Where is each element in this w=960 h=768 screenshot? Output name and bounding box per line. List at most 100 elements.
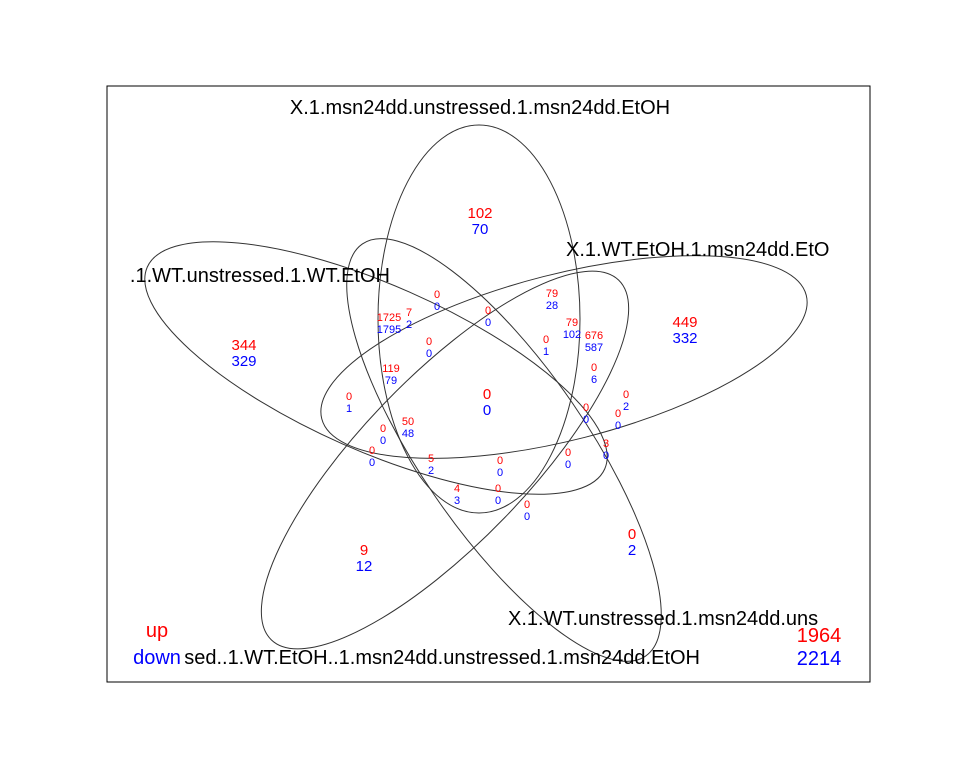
region-count: 00 — [524, 499, 530, 523]
region-count-down: 0 — [485, 317, 491, 329]
region-count: 00 — [434, 289, 440, 313]
region-count: 00 — [615, 408, 621, 432]
region-count: 30 — [603, 438, 609, 462]
region-count-down: 0 — [426, 348, 432, 360]
ellipse-bottom-left — [260, 270, 630, 650]
region-count: 72 — [406, 307, 412, 331]
region-count-down: 0 — [369, 457, 375, 469]
region-count: 00 — [565, 447, 571, 471]
region-count-down: 0 — [434, 301, 440, 313]
region-count-down: 0 — [495, 495, 501, 507]
region-count-down: 0 — [615, 420, 621, 432]
region-count: 06 — [591, 362, 597, 386]
region-count-down: 2 — [628, 542, 636, 559]
set-label-right: X.1.WT.EtOH.1.msn24dd.EtO — [566, 239, 829, 261]
region-count-down: 48 — [402, 428, 414, 440]
region-count-up: 0 — [543, 334, 549, 346]
region-count: 00 — [426, 336, 432, 360]
region-count-down: 6 — [591, 374, 597, 386]
region-count-down: 0 — [565, 459, 571, 471]
region-count-up: 0 — [623, 389, 629, 401]
region-count: 00 — [380, 423, 386, 447]
region-count: 00 — [497, 455, 503, 479]
region-count: 02 — [623, 389, 629, 413]
region-count-up: 0 — [434, 289, 440, 301]
region-count-up: 4 — [454, 483, 460, 495]
region-count: 01 — [543, 334, 549, 358]
region-count-up: 50 — [402, 416, 414, 428]
region-count-down: 102 — [563, 329, 581, 341]
region-count: 00 — [485, 305, 491, 329]
region-count: 912 — [356, 542, 373, 575]
ellipse-top — [377, 124, 581, 514]
legend-up-label: up — [146, 620, 168, 642]
region-count-down: 587 — [585, 342, 603, 354]
region-count: 02 — [628, 526, 636, 559]
legend-down-label: down — [133, 647, 181, 669]
region-count-down: 1 — [543, 346, 549, 358]
region-count: 43 — [454, 483, 460, 507]
region-count: 00 — [495, 483, 501, 507]
region-count-down: 0 — [380, 435, 386, 447]
region-count-up: 449 — [672, 314, 697, 331]
region-count-down: 70 — [472, 221, 489, 238]
region-count-down: 1 — [346, 403, 352, 415]
region-count-up: 0 — [483, 386, 491, 403]
region-count-down: 0 — [483, 402, 491, 419]
region-count-up: 9 — [360, 542, 368, 559]
legend: up down — [133, 620, 181, 669]
set-label-top: X.1.msn24dd.unstressed.1.msn24dd.EtOH — [290, 97, 670, 119]
region-count-down: 2 — [623, 401, 629, 413]
region-count-up: 0 — [583, 402, 589, 414]
region-count-up: 79 — [546, 288, 558, 300]
region-count-up: 0 — [346, 391, 352, 403]
region-count: 00 — [483, 386, 491, 419]
ellipse-bottom-right — [346, 238, 662, 662]
region-count-down: 0 — [583, 414, 589, 426]
region-count: 52 — [428, 453, 434, 477]
region-count-down: 0 — [603, 450, 609, 462]
region-count: 00 — [583, 402, 589, 426]
region-count-up: 0 — [565, 447, 571, 459]
set-labels: X.1.msn24dd.unstressed.1.msn24dd.EtOH X.… — [130, 97, 830, 669]
total-up: 1964 — [797, 625, 842, 647]
region-count-up: 0 — [591, 362, 597, 374]
region-count-up: 119 — [382, 363, 400, 375]
region-count-up: 0 — [426, 336, 432, 348]
region-count-down: 79 — [385, 375, 397, 387]
region-count-down: 3 — [454, 495, 460, 507]
region-count-up: 0 — [380, 423, 386, 435]
plot-frame — [106, 85, 871, 683]
region-count-up: 79 — [566, 317, 578, 329]
region-count: 00 — [369, 445, 375, 469]
region-count-down: 0 — [497, 467, 503, 479]
set-label-bottom-right: X.1.WT.unstressed.1.msn24dd.uns — [508, 608, 818, 630]
set-label-left: .1.WT.unstressed.1.WT.EtOH — [130, 265, 390, 287]
region-count-up: 5 — [428, 453, 434, 465]
region-count-down: 2 — [406, 319, 412, 331]
ellipse-left — [144, 241, 608, 495]
region-count-up: 0 — [615, 408, 621, 420]
region-count-down: 0 — [524, 511, 530, 523]
totals: 1964 2214 — [797, 625, 842, 670]
region-count-up: 7 — [406, 307, 412, 319]
region-count-up: 0 — [369, 445, 375, 457]
region-count-up: 0 — [485, 305, 491, 317]
region-count-down: 332 — [672, 330, 697, 347]
total-down: 2214 — [797, 648, 842, 670]
region-count-up: 0 — [524, 499, 530, 511]
region-count-up: 344 — [231, 337, 256, 354]
region-count-up: 1725 — [377, 312, 401, 324]
region-count-down: 329 — [231, 353, 256, 370]
region-count-up: 676 — [585, 330, 603, 342]
